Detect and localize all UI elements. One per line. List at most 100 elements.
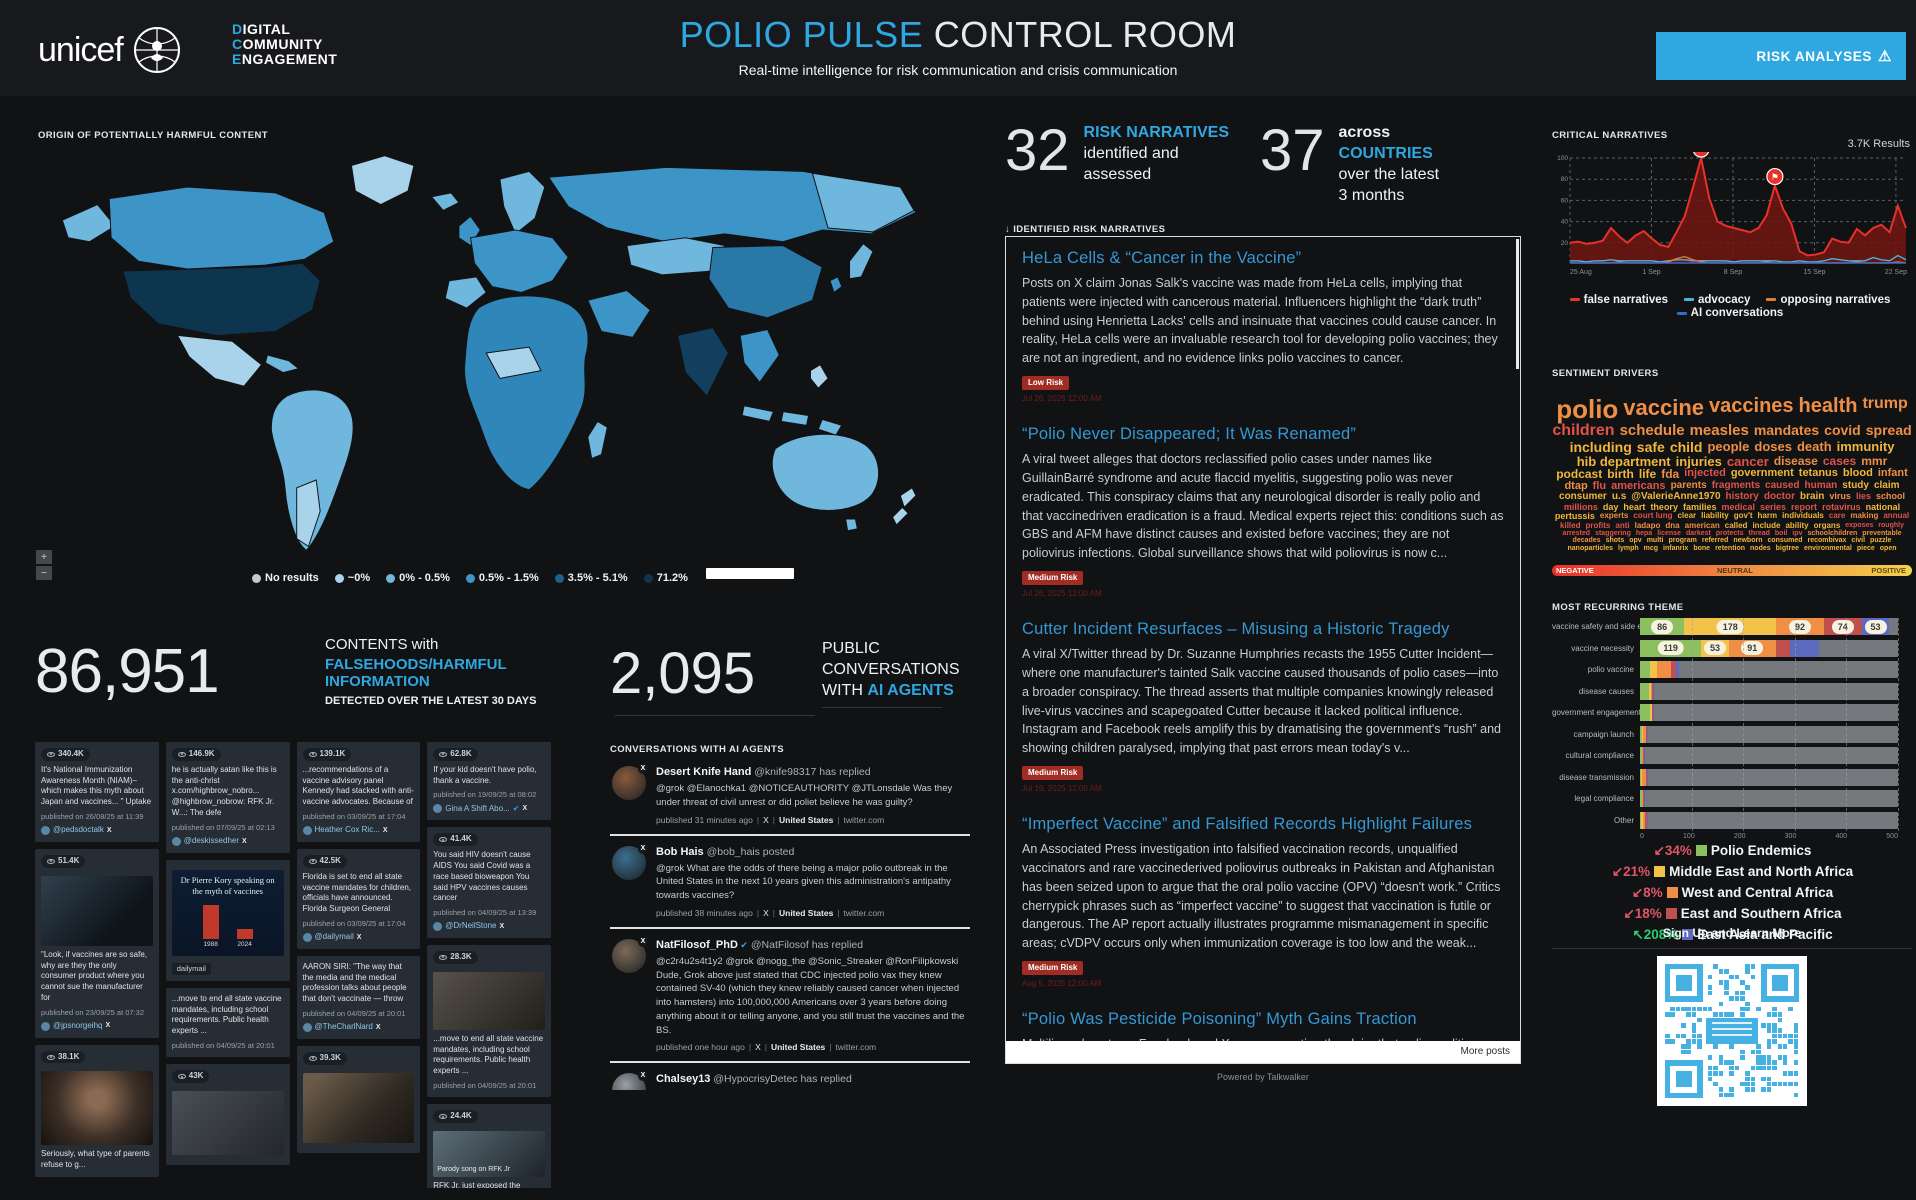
cloud-word[interactable]: disease bbox=[1773, 453, 1818, 468]
post-author[interactable]: @TheCharlNard X bbox=[302, 1022, 415, 1033]
post-card[interactable]: 28.3K ...move to end all state vaccine ma… bbox=[427, 945, 551, 1098]
cloud-word[interactable]: schoolchildren bbox=[1807, 530, 1858, 538]
theme-bar[interactable] bbox=[1640, 725, 1898, 743]
post-card[interactable]: 43K bbox=[165, 1064, 290, 1165]
cloud-word[interactable]: measles bbox=[1689, 422, 1749, 440]
cloud-word[interactable]: dna bbox=[1665, 520, 1680, 530]
cloud-word[interactable]: clear bbox=[1677, 511, 1697, 521]
cloud-word[interactable]: parents bbox=[1670, 479, 1707, 491]
post-card[interactable]: 51.4K "Look, if vaccines are so safe, why… bbox=[35, 848, 159, 1038]
cloud-word[interactable]: harm bbox=[1757, 511, 1778, 521]
cloud-word[interactable]: cancer bbox=[1726, 453, 1769, 469]
cloud-word[interactable]: darkest bbox=[1685, 530, 1711, 538]
cloud-word[interactable]: mmr bbox=[1861, 453, 1888, 468]
risk-narrative-card[interactable]: “Imperfect Vaccine” and Falsified Record… bbox=[1022, 815, 1504, 988]
cloud-word[interactable]: thread bbox=[1748, 530, 1770, 538]
cloud-word[interactable]: ability bbox=[1785, 520, 1809, 530]
post-author[interactable]: @jpsnorgeihq X bbox=[41, 1021, 153, 1032]
cloud-word[interactable]: child bbox=[1669, 438, 1703, 455]
cloud-word[interactable]: boil bbox=[1774, 530, 1788, 538]
cloud-word[interactable]: care bbox=[1828, 511, 1846, 521]
cloud-word[interactable]: doctor bbox=[1763, 491, 1795, 503]
cloud-word[interactable]: arrested bbox=[1562, 530, 1591, 538]
narrative-title[interactable]: “Polio Never Disappeared; It Was Renamed… bbox=[1022, 425, 1357, 444]
cloud-word[interactable]: ladapo bbox=[1634, 520, 1661, 530]
cloud-word[interactable]: retention bbox=[1715, 544, 1746, 552]
cloud-word[interactable]: government bbox=[1730, 467, 1794, 480]
cloud-word[interactable]: staggering bbox=[1595, 530, 1631, 538]
post-author[interactable]: Heather Cox Ric... X bbox=[302, 825, 415, 836]
cloud-word[interactable]: making bbox=[1850, 511, 1879, 521]
post-card[interactable]: ...move to end all state vaccine mandate… bbox=[165, 987, 290, 1058]
cloud-word[interactable]: spread bbox=[1865, 422, 1912, 439]
cloud-word[interactable]: killed bbox=[1560, 520, 1581, 530]
cloud-word[interactable]: birth bbox=[1607, 467, 1634, 482]
narrative-title[interactable]: “Imperfect Vaccine” and Falsified Record… bbox=[1022, 815, 1473, 834]
cloud-word[interactable]: protects bbox=[1715, 530, 1744, 538]
cloud-word[interactable]: referred bbox=[1701, 537, 1729, 545]
narrative-title[interactable]: HeLa Cells & “Cancer in the Vaccine” bbox=[1022, 249, 1302, 267]
cloud-word[interactable]: experts bbox=[1599, 511, 1629, 521]
cloud-word[interactable]: including bbox=[1569, 438, 1632, 455]
cloud-word[interactable]: brain bbox=[1799, 491, 1825, 503]
cloud-word[interactable]: families bbox=[1682, 501, 1717, 512]
cloud-word[interactable]: infanrix bbox=[1663, 544, 1689, 552]
cloud-word[interactable]: americans bbox=[1611, 479, 1666, 492]
cloud-word[interactable]: hepa bbox=[1635, 530, 1653, 538]
cloud-word[interactable]: polio bbox=[1556, 393, 1619, 424]
map-zoom-in-button[interactable]: + bbox=[36, 550, 52, 564]
cloud-word[interactable]: multi bbox=[1646, 537, 1664, 545]
cloud-word[interactable]: fragments bbox=[1711, 479, 1761, 491]
theme-bar[interactable] bbox=[1640, 704, 1898, 721]
cloud-word[interactable]: mandates bbox=[1753, 422, 1820, 439]
cloud-word[interactable]: vaccine bbox=[1623, 394, 1705, 420]
cloud-word[interactable]: school bbox=[1875, 491, 1905, 502]
cloud-word[interactable]: tetanus bbox=[1798, 467, 1838, 480]
cloud-word[interactable]: injected bbox=[1684, 467, 1726, 480]
cloud-word[interactable]: recombivax bbox=[1807, 537, 1847, 545]
cloud-word[interactable]: safe bbox=[1636, 438, 1665, 455]
post-author[interactable]: Gina A Shift Abo... ✔ X bbox=[433, 804, 545, 815]
cloud-word[interactable]: series bbox=[1760, 501, 1787, 512]
cloud-word[interactable]: nodes bbox=[1750, 544, 1771, 552]
cloud-word[interactable]: history bbox=[1725, 491, 1759, 503]
cloud-word[interactable]: roughly bbox=[1878, 521, 1904, 529]
cloud-word[interactable]: bone bbox=[1693, 544, 1711, 552]
risk-narrative-card[interactable]: Cutter Incident Resurfaces – Misusing a … bbox=[1022, 620, 1504, 793]
cloud-word[interactable]: annual bbox=[1883, 511, 1910, 521]
cloud-word[interactable]: fda bbox=[1661, 467, 1680, 482]
conversation-item[interactable]: X Desert Knife Hand @knife98317 has repli… bbox=[610, 756, 970, 836]
post-card[interactable]: 39.3K bbox=[296, 1045, 421, 1153]
cloud-word[interactable]: court lung bbox=[1633, 511, 1673, 521]
narrative-title[interactable]: Cutter Incident Resurfaces – Misusing a … bbox=[1022, 620, 1450, 639]
cloud-word[interactable]: caused bbox=[1765, 479, 1800, 491]
theme-bar[interactable] bbox=[1640, 682, 1898, 700]
cloud-word[interactable]: death bbox=[1796, 438, 1832, 454]
cloud-word[interactable]: trump bbox=[1862, 394, 1908, 412]
post-card[interactable]: 139.1K ...recommendations of a vaccine ad… bbox=[296, 742, 421, 842]
cloud-word[interactable]: ipv bbox=[1792, 530, 1803, 538]
cloud-word[interactable]: people bbox=[1707, 438, 1750, 454]
cloud-word[interactable]: hib department bbox=[1576, 453, 1671, 469]
critical-narratives-chart[interactable]: 20 40 60 80 100 25 Aug 1 Sep 8 Sep 15 Sep 22 Sep ⚑… bbox=[1552, 152, 1912, 284]
cloud-word[interactable]: injuries bbox=[1675, 453, 1722, 469]
cloud-word[interactable]: open bbox=[1879, 544, 1897, 552]
cloud-word[interactable]: virus bbox=[1829, 491, 1851, 502]
theme-bar[interactable] bbox=[1640, 790, 1898, 807]
theme-bar[interactable] bbox=[1640, 768, 1898, 786]
cloud-word[interactable]: cases bbox=[1822, 453, 1857, 468]
cloud-word[interactable]: u.s bbox=[1611, 491, 1627, 503]
cloud-word[interactable]: day bbox=[1602, 501, 1619, 512]
cloud-word[interactable]: nanoparticles bbox=[1567, 544, 1614, 552]
cloud-word[interactable]: puzzle bbox=[1870, 537, 1892, 545]
conversation-item[interactable]: X NatFilosof_PhD ✔ @NatFilosof has replie… bbox=[610, 929, 970, 1064]
post-card[interactable]: 24.4K Parody song on RFK Jr RFK Jr. just e… bbox=[427, 1104, 551, 1188]
cloud-word[interactable]: infant bbox=[1877, 467, 1908, 480]
post-author[interactable]: @DrNeilStone X bbox=[433, 921, 545, 932]
cloud-word[interactable]: exposes bbox=[1845, 521, 1874, 529]
cloud-word[interactable]: opv bbox=[1629, 537, 1642, 545]
cloud-word[interactable]: study bbox=[1842, 479, 1869, 491]
post-author[interactable]: @pedsdoctalk X bbox=[41, 825, 153, 836]
cloud-word[interactable]: doses bbox=[1754, 438, 1792, 454]
cloud-word[interactable]: environmental bbox=[1804, 544, 1852, 552]
